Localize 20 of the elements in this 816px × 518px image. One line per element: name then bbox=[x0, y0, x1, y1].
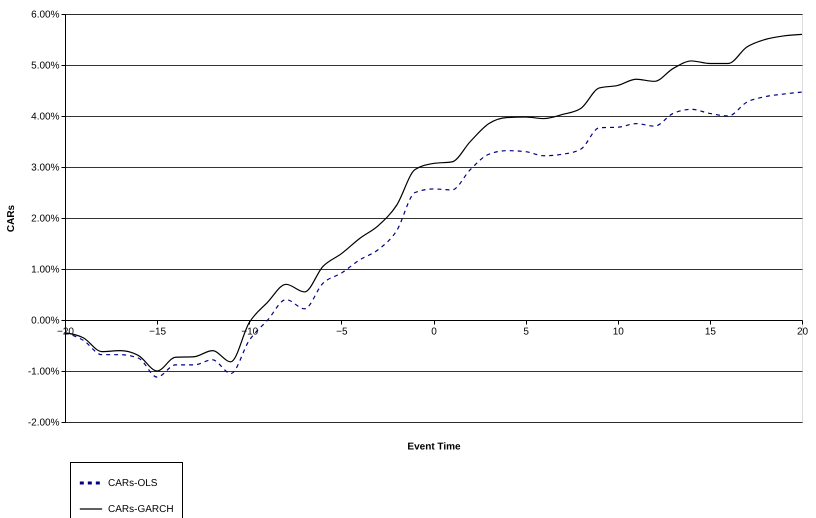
x-tick-label: 0 bbox=[431, 326, 438, 338]
x-tick-label: −5 bbox=[336, 326, 348, 338]
x-tick-label: 15 bbox=[704, 326, 716, 338]
y-tick-label: 4.00% bbox=[31, 112, 60, 122]
x-tick-label: −15 bbox=[149, 326, 167, 338]
legend-label: CARs-GARCH bbox=[108, 504, 174, 515]
y-tick-label: 5.00% bbox=[31, 60, 60, 72]
x-tick-label: 10 bbox=[612, 326, 624, 338]
y-tick-label: 0.00% bbox=[31, 316, 60, 326]
y-tick-label: 3.00% bbox=[31, 162, 60, 174]
y-axis-title: CARs bbox=[6, 204, 17, 232]
x-tick-label: 5 bbox=[523, 326, 530, 338]
x-tick-label: 20 bbox=[796, 326, 808, 338]
y-tick-label: 2.00% bbox=[31, 214, 60, 224]
legend-label: CARs-OLS bbox=[108, 478, 158, 489]
y-tick-label: -2.00% bbox=[28, 418, 60, 428]
y-tick-label: 6.00% bbox=[31, 10, 60, 20]
x-axis-title: Event Time bbox=[407, 442, 462, 452]
y-tick-label: -1.00% bbox=[28, 366, 60, 378]
y-tick-label: 1.00% bbox=[31, 264, 60, 276]
